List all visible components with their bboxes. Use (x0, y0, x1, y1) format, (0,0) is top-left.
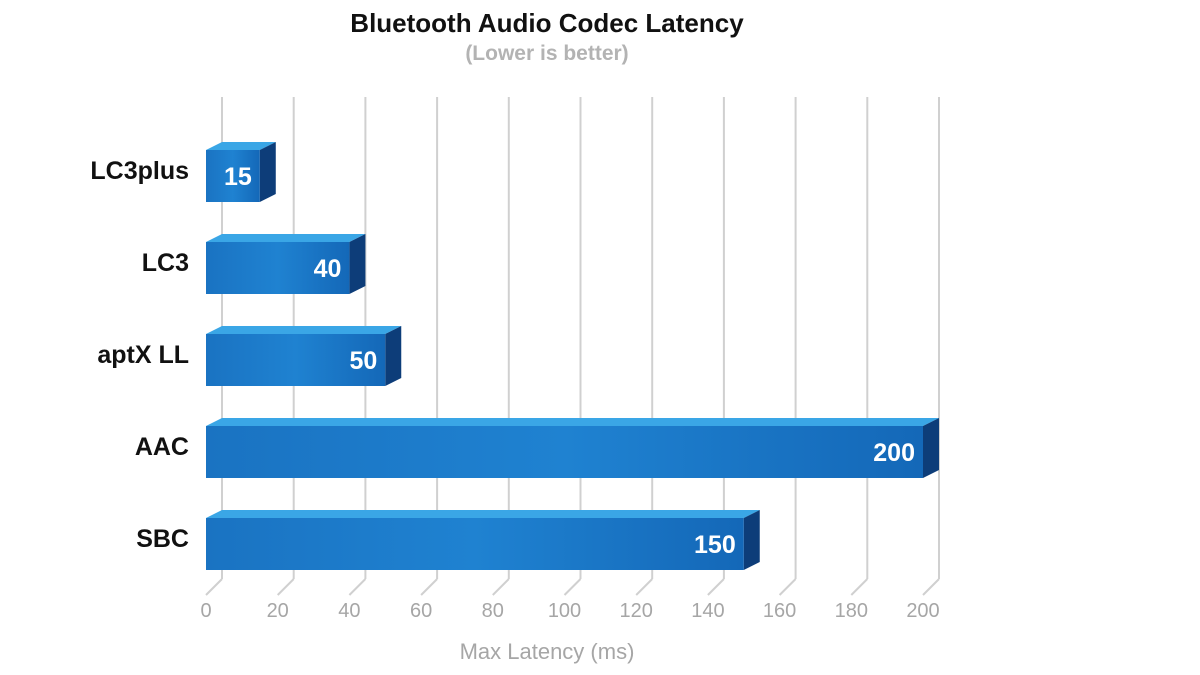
label-layer: 0 20 40 60 80 100 120 140 160 180 200 LC3plus 15 LC3 4… (90, 157, 939, 664)
bar-aac (206, 426, 923, 478)
bar-lc3 (206, 242, 350, 294)
value-label: 40 (314, 255, 342, 283)
category-label: SBC (136, 525, 189, 553)
value-label: 200 (873, 439, 915, 467)
value-label: 150 (694, 531, 736, 559)
gridline-foot (850, 578, 869, 596)
category-label: aptX LL (97, 341, 189, 369)
bar-side-face (385, 326, 402, 386)
bar-top-face (206, 234, 366, 242)
gridline-foot (420, 578, 438, 596)
gridline-foot (348, 578, 367, 596)
x-tick-label: 120 (620, 600, 653, 622)
gridline-foot (205, 578, 223, 596)
bar-top-face (206, 418, 939, 426)
gridline-foot (707, 578, 725, 596)
bar-aptx-ll (206, 334, 386, 386)
gridline-foot (563, 578, 582, 596)
x-tick-label: 40 (338, 600, 360, 622)
gridline-foot (492, 578, 510, 596)
bar-side-face (259, 142, 276, 202)
chart-title: Bluetooth Audio Codec Latency (350, 8, 744, 38)
x-tick-label: 100 (548, 600, 581, 622)
x-tick-label: 0 (200, 600, 211, 622)
x-tick-label: 160 (763, 600, 796, 622)
bar-top-face (206, 142, 276, 150)
bar-side-face (743, 510, 760, 570)
x-axis-title: Max Latency (ms) (460, 639, 635, 664)
x-tick-label: 200 (906, 600, 939, 622)
bar-lc3plus (206, 150, 260, 202)
x-tick-label: 80 (482, 600, 504, 622)
x-tick-label: 60 (410, 600, 432, 622)
bar-top-face (206, 510, 760, 518)
x-tick-label: 140 (691, 600, 724, 622)
bar-side-face (349, 234, 366, 294)
bar-layer (206, 142, 939, 570)
x-tick-label: 20 (267, 600, 289, 622)
category-label: LC3 (142, 249, 189, 277)
category-label: AAC (135, 433, 189, 461)
gridline-foot (778, 578, 797, 596)
gridline-foot (276, 578, 295, 596)
bar-sbc (206, 518, 744, 570)
category-label: LC3plus (90, 157, 189, 185)
gridline-foot (922, 578, 940, 596)
bar-top-face (206, 326, 402, 334)
gridline-foot (635, 578, 653, 596)
x-tick-label: 180 (835, 600, 868, 622)
bar-side-face (923, 418, 939, 478)
value-label: 50 (349, 347, 377, 375)
value-label: 15 (224, 163, 252, 191)
chart-subtitle: (Lower is better) (465, 42, 629, 65)
